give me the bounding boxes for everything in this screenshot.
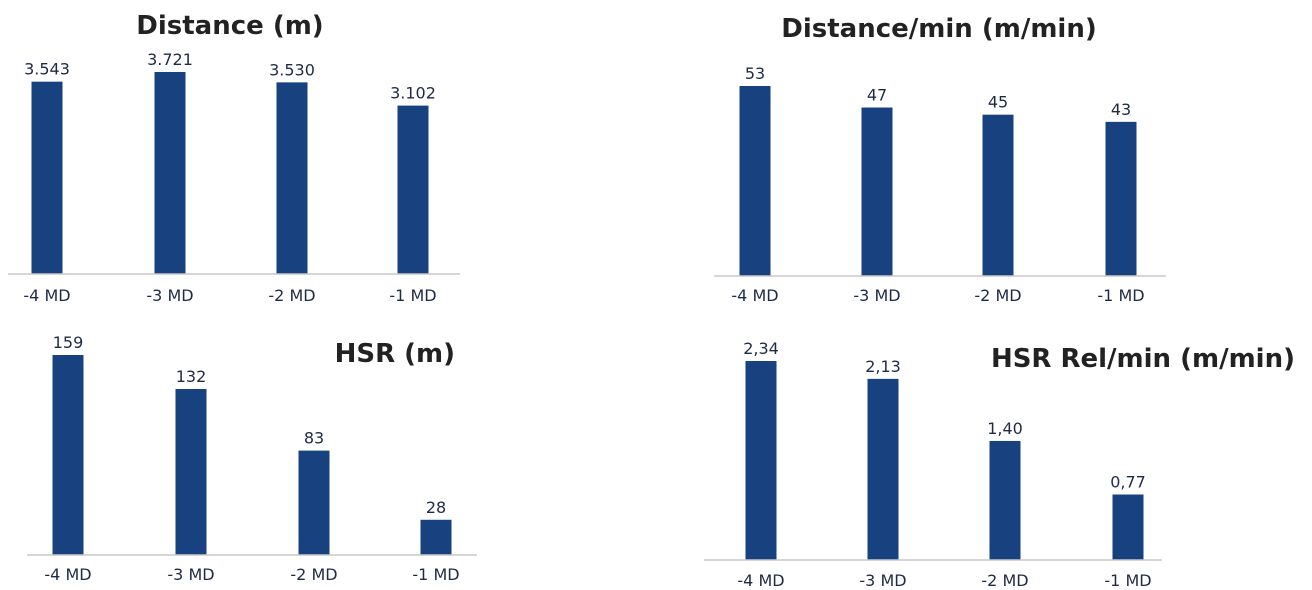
x-tick-label: -1 MD: [1097, 286, 1144, 305]
bar--4md: [739, 86, 771, 276]
x-tick-label: -3 MD: [859, 571, 906, 590]
bar--1md: [420, 519, 452, 555]
data-label: 3.102: [390, 84, 436, 103]
data-label: 83: [304, 429, 324, 448]
bar--3md: [175, 388, 207, 555]
bar--4md: [31, 81, 63, 274]
x-tick-label: -1 MD: [1104, 571, 1151, 590]
x-tick-label: -4 MD: [737, 571, 784, 590]
bar--1md: [1112, 494, 1144, 560]
bar--1md: [1105, 121, 1137, 276]
bar--2md: [276, 82, 308, 275]
chart-panel-2: Distance/min (m/min) 53 -4 MD 47 -3 MD 45 -2 M…: [714, 14, 1166, 305]
data-label: 43: [1111, 100, 1131, 119]
x-tick-label: -2 MD: [268, 286, 315, 305]
x-tick-label: -3 MD: [853, 286, 900, 305]
bar--2md: [298, 450, 330, 555]
bar--1md: [397, 105, 429, 274]
data-label: 3.530: [269, 60, 315, 79]
data-label: 47: [867, 86, 887, 105]
data-label: 28: [426, 498, 446, 517]
x-tick-label: -2 MD: [981, 571, 1028, 590]
bar--4md: [745, 361, 777, 560]
x-tick-label: -3 MD: [146, 286, 193, 305]
chart-panel-3: HSR (m) 159 -4 MD 132 -3 MD 83 -2 MD 28 -1 MD: [27, 333, 477, 584]
data-label: 53: [745, 64, 765, 83]
data-label: 3.721: [147, 50, 193, 69]
chart-panel-1: Distance (m) 3.543 -4 MD 3.721 -3 MD 3.530 -2 …: [8, 11, 460, 305]
chart-panel-4: HSR Rel/min (m/min) 2,34 -4 MD 2,13 -3 MD 1,4…: [704, 339, 1295, 590]
data-label: 1,40: [987, 419, 1023, 438]
data-label: 2,13: [865, 357, 901, 376]
x-tick-label: -4 MD: [731, 286, 778, 305]
bar--2md: [982, 114, 1014, 276]
data-label: 45: [988, 93, 1008, 112]
chart-title: HSR Rel/min (m/min): [991, 344, 1295, 374]
data-label: 2,34: [743, 339, 779, 358]
data-label: 132: [176, 367, 207, 386]
data-label: 0,77: [1110, 473, 1146, 492]
x-tick-label: -2 MD: [290, 565, 337, 584]
x-tick-label: -3 MD: [167, 565, 214, 584]
x-tick-label: -2 MD: [974, 286, 1021, 305]
x-tick-label: -1 MD: [412, 565, 459, 584]
chart-title: HSR (m): [335, 339, 455, 369]
bar--3md: [154, 72, 186, 274]
data-label: 159: [53, 333, 84, 352]
bar--3md: [861, 107, 893, 277]
bar--4md: [52, 355, 84, 555]
x-tick-label: -4 MD: [23, 286, 70, 305]
bar--2md: [989, 440, 1021, 560]
chart-title: Distance/min (m/min): [781, 14, 1096, 44]
chart-title: Distance (m): [136, 11, 323, 41]
data-label: 3.543: [24, 60, 70, 79]
bar--3md: [867, 378, 899, 560]
x-tick-label: -1 MD: [389, 286, 436, 305]
x-tick-label: -4 MD: [44, 565, 91, 584]
